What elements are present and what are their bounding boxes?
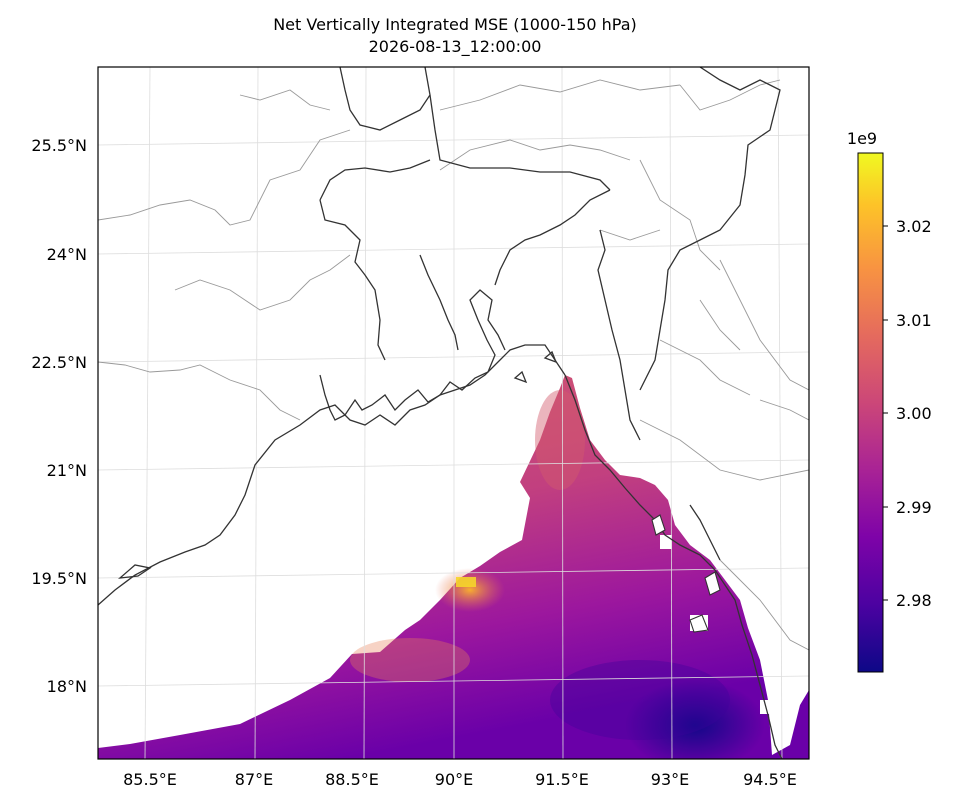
colorbar-tick-label: 2.98 — [896, 591, 932, 610]
lon-tick-label: 85.5°E — [123, 770, 177, 789]
map-panel — [98, 67, 809, 759]
lat-axis: 25.5°N 24°N 22.5°N 21°N 19.5°N 18°N — [31, 136, 87, 696]
admin-borders — [98, 79, 809, 651]
colorbar-tick-label: 2.99 — [896, 498, 932, 517]
colorbar-exponent: 1e9 — [847, 129, 877, 148]
colorbar-tick-label: 3.01 — [896, 311, 932, 330]
lon-tick-label: 87°E — [235, 770, 273, 789]
colorbar-tick-label: 3.00 — [896, 404, 932, 423]
coastlines — [98, 67, 783, 759]
lat-tick-label: 24°N — [47, 245, 87, 264]
map-frame — [97, 66, 810, 760]
colorbar-tick-label: 3.02 — [896, 217, 932, 236]
coastal-islands — [651, 514, 721, 633]
figure-subtitle: 2026-08-13_12:00:00 — [369, 37, 542, 57]
mse-field — [98, 375, 809, 759]
figure-title: Net Vertically Integrated MSE (1000-150 … — [273, 15, 637, 34]
lon-tick-label: 90°E — [435, 770, 473, 789]
colorbar-gradient — [857, 152, 884, 673]
lon-tick-label: 93°E — [651, 770, 689, 789]
lon-tick-label: 91.5°E — [535, 770, 589, 789]
lat-tick-label: 18°N — [47, 677, 87, 696]
lat-tick-label: 19.5°N — [31, 569, 87, 588]
lon-tick-label: 94.5°E — [743, 770, 797, 789]
lat-tick-label: 21°N — [47, 461, 87, 480]
lat-tick-label: 22.5°N — [31, 353, 87, 372]
gridlines — [98, 67, 809, 759]
colorbar: 1e9 3.02 3.01 3.00 2.99 2.98 — [847, 129, 932, 673]
lat-tick-label: 25.5°N — [31, 136, 87, 155]
lon-axis: 85.5°E 87°E 88.5°E 90°E 91.5°E 93°E 94.5… — [123, 770, 797, 789]
lon-tick-label: 88.5°E — [325, 770, 379, 789]
